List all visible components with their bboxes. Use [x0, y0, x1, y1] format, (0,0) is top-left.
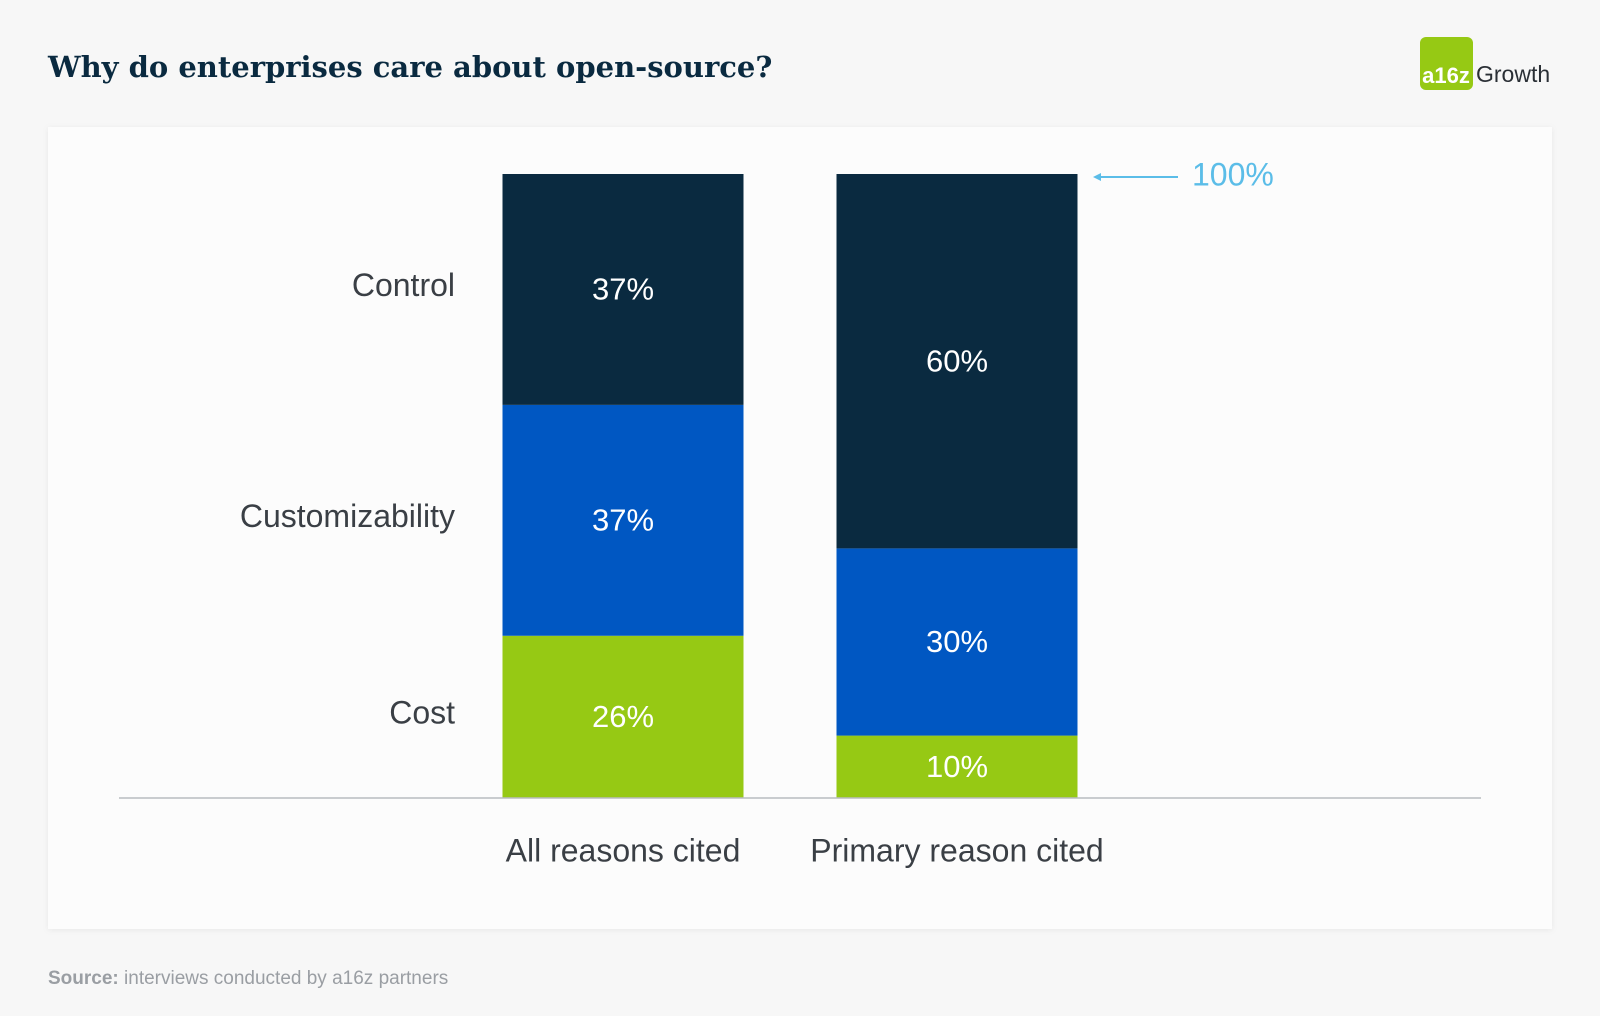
logo-text: Growth	[1476, 61, 1550, 87]
bar-segment	[502, 635, 744, 798]
logo-text: a16z	[1422, 63, 1470, 88]
value-label: 60%	[926, 343, 988, 378]
source-text: interviews conducted by a16z partners	[124, 968, 448, 989]
x-tick-label: All reasons cited	[506, 832, 741, 868]
source-label: Source:	[48, 968, 119, 989]
chart-title: Why do enterprises care about open-sourc…	[47, 50, 772, 84]
y-tick-label: 100%	[1192, 156, 1274, 192]
bar-segment	[836, 735, 1078, 798]
value-label: 26%	[592, 699, 654, 734]
source: Source: interviews conducted by a16z par…	[48, 968, 448, 989]
bar-segment	[836, 548, 1078, 736]
value-label: 37%	[592, 272, 654, 307]
bar-segment	[502, 404, 744, 636]
value-label: 10%	[926, 749, 988, 784]
chart-card	[48, 127, 1552, 929]
value-label: 30%	[926, 624, 988, 659]
bar-segment	[836, 174, 1078, 549]
legend-label: Control	[352, 267, 455, 303]
value-label: 37%	[592, 503, 654, 538]
tick-arrowhead	[1093, 173, 1101, 181]
legend-label: Cost	[389, 694, 455, 730]
legend-label: Customizability	[240, 498, 455, 534]
bar-segment	[502, 174, 744, 405]
logo-badge	[1420, 37, 1473, 90]
x-tick-label: Primary reason cited	[810, 832, 1103, 868]
